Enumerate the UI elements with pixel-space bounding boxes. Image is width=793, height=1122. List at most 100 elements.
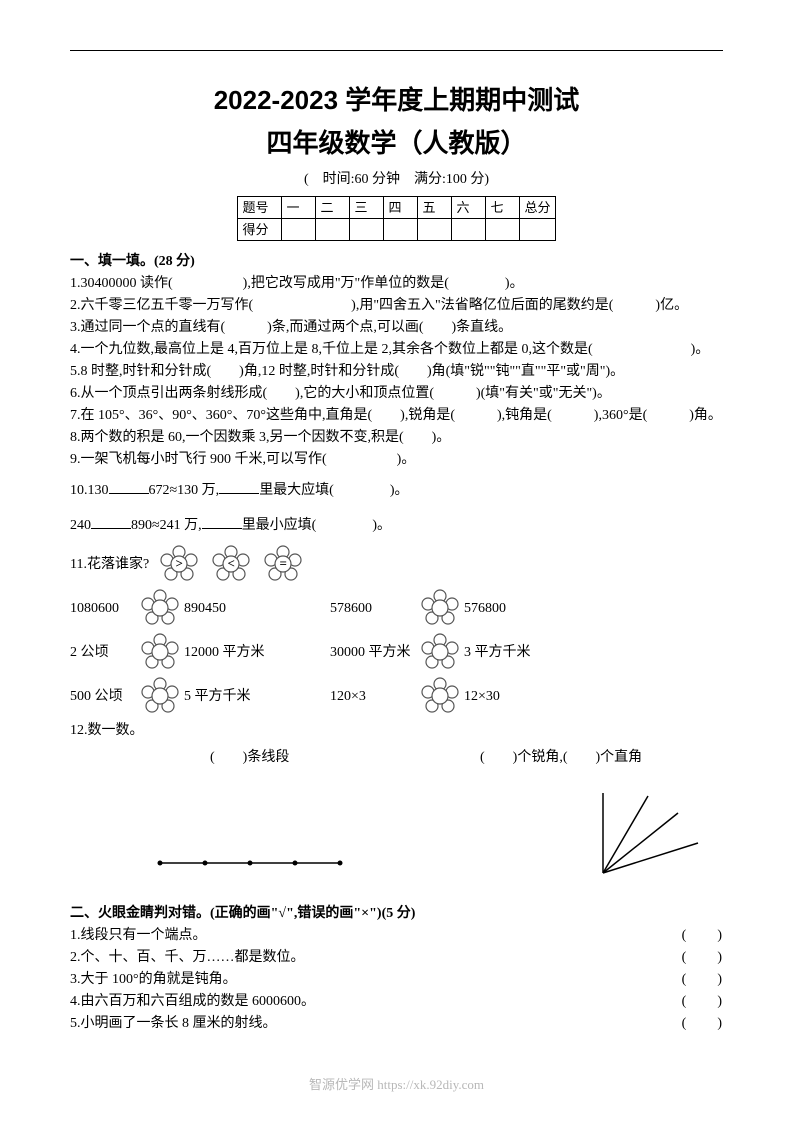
score-blank bbox=[520, 219, 555, 241]
q10c: 里最大应填( )。 bbox=[259, 483, 408, 498]
q11-right: 12000 平方米 bbox=[180, 642, 300, 663]
q11-left: 2 公顷 bbox=[70, 642, 140, 663]
title-line2: 四年级数学（人教版） bbox=[70, 124, 723, 163]
q10-line2: 240 890≈241 万, 里最小应填( )。 bbox=[70, 515, 723, 536]
q11-header: 11.花落谁家? > < = bbox=[70, 544, 723, 584]
score-blank bbox=[316, 219, 350, 241]
q11-right2: 12×30 bbox=[460, 686, 500, 707]
score-col-6: 六 bbox=[452, 197, 486, 219]
flower-icon: = bbox=[263, 544, 303, 584]
q11-right: 5 平方千米 bbox=[180, 686, 300, 707]
section1-heading: 一、填一填。(28 分) bbox=[70, 251, 723, 272]
q11-left2: 120×3 bbox=[330, 686, 420, 707]
q8: 8.两个数的积是 60,一个因数乘 3,另一个因数不变,积是( )。 bbox=[70, 427, 723, 448]
flower-icon bbox=[420, 588, 460, 628]
blank bbox=[109, 480, 149, 494]
flower-icon: > bbox=[159, 544, 199, 584]
flower-eq: = bbox=[279, 553, 286, 573]
q12-right-label: ( )个锐角,( )个直角 bbox=[480, 747, 642, 768]
tf-text: 3.大于 100°的角就是钝角。 bbox=[70, 969, 237, 990]
q11-label: 11.花落谁家? bbox=[70, 554, 149, 575]
blank bbox=[219, 480, 259, 494]
line-segment-figure bbox=[150, 848, 350, 885]
q7: 7.在 105°、36°、90°、360°、70°这些角中,直角是( ),锐角是… bbox=[70, 405, 723, 426]
score-blank bbox=[350, 219, 384, 241]
q11-left: 500 公顷 bbox=[70, 686, 140, 707]
blank bbox=[91, 515, 131, 529]
q9: 9.一架飞机每小时飞行 900 千米,可以写作( )。 bbox=[70, 449, 723, 470]
flower-icon bbox=[140, 588, 180, 628]
q12-label: 12.数一数。 bbox=[70, 720, 723, 741]
score-blank bbox=[282, 219, 316, 241]
subtitle: ( 时间:60 分钟 满分:100 分) bbox=[70, 169, 723, 190]
section2-heading: 二、火眼金睛判对错。(正确的画"√",错误的画"×")(5 分) bbox=[70, 903, 723, 924]
q11-left: 1080600 bbox=[70, 598, 140, 619]
score-table-score-row: 得分 bbox=[238, 219, 555, 241]
q10f: 里最小应填( )。 bbox=[242, 518, 391, 533]
flower-icon bbox=[140, 632, 180, 672]
score-row-label: 得分 bbox=[238, 219, 282, 241]
tf-paren: ( ) bbox=[682, 925, 723, 946]
q6: 6.从一个顶点引出两条射线形成( ),它的大小和顶点位置( )(填"有关"或"无… bbox=[70, 383, 723, 404]
score-blank bbox=[384, 219, 418, 241]
tf-text: 2.个、十、百、千、万……都是数位。 bbox=[70, 947, 305, 968]
score-col-0: 题号 bbox=[238, 197, 282, 219]
score-col-7: 七 bbox=[486, 197, 520, 219]
score-col-3: 三 bbox=[350, 197, 384, 219]
tf-paren: ( ) bbox=[682, 1013, 723, 1034]
angle-fan-figure bbox=[593, 788, 703, 885]
q4: 4.一个九位数,最高位上是 4,百万位上是 8,千位上是 2,其余各个数位上都是… bbox=[70, 339, 723, 360]
q11-row: 500 公顷 5 平方千米 120×3 12×30 bbox=[70, 676, 723, 716]
top-rule bbox=[70, 50, 723, 51]
tf-paren: ( ) bbox=[682, 947, 723, 968]
q11-right2: 576800 bbox=[460, 598, 506, 619]
footer: 智源优学网 https://xk.92diy.com bbox=[0, 1075, 793, 1095]
q10b: 672≈130 万, bbox=[149, 483, 220, 498]
q12-row: ( )条线段 ( )个锐角,( )个直角 bbox=[70, 747, 723, 768]
q10e: 890≈241 万, bbox=[131, 518, 202, 533]
tf-text: 1.线段只有一个端点。 bbox=[70, 925, 207, 946]
flower-icon bbox=[420, 632, 460, 672]
q5: 5.8 时整,时针和分针成( )角,12 时整,时针和分针成( )角(填"锐""… bbox=[70, 361, 723, 382]
tf-row: 1.线段只有一个端点。 ( ) bbox=[70, 925, 723, 946]
tf-row: 4.由六百万和六百组成的数是 6000600。 ( ) bbox=[70, 991, 723, 1012]
tf-paren: ( ) bbox=[682, 991, 723, 1012]
score-table: 题号 一 二 三 四 五 六 七 总分 得分 bbox=[237, 196, 555, 241]
tf-row: 2.个、十、百、千、万……都是数位。 ( ) bbox=[70, 947, 723, 968]
q3: 3.通过同一个点的直线有( )条,而通过两个点,可以画( )条直线。 bbox=[70, 317, 723, 338]
flower-icon: < bbox=[211, 544, 251, 584]
tf-paren: ( ) bbox=[682, 969, 723, 990]
flower-lt: < bbox=[227, 553, 234, 573]
q11-left2: 578600 bbox=[330, 598, 420, 619]
score-table-header-row: 题号 一 二 三 四 五 六 七 总分 bbox=[238, 197, 555, 219]
tf-row: 3.大于 100°的角就是钝角。 ( ) bbox=[70, 969, 723, 990]
q11-right: 890450 bbox=[180, 598, 300, 619]
q12-figs bbox=[70, 788, 723, 885]
q11-rows: 1080600 890450 578600 576800 2 公顷 12000 平方米 30… bbox=[70, 588, 723, 716]
score-col-8: 总分 bbox=[520, 197, 555, 219]
title-line1: 2022-2023 学年度上期期中测试 bbox=[70, 81, 723, 120]
tf-text: 4.由六百万和六百组成的数是 6000600。 bbox=[70, 991, 315, 1012]
flower-gt: > bbox=[175, 553, 182, 573]
flower-icon bbox=[140, 676, 180, 716]
q10-line1: 10.130 672≈130 万, 里最大应填( )。 bbox=[70, 480, 723, 501]
q11-row: 1080600 890450 578600 576800 bbox=[70, 588, 723, 628]
q1: 1.30400000 读作( ),把它改写成用"万"作单位的数是( )。 bbox=[70, 273, 723, 294]
blank bbox=[202, 515, 242, 529]
score-blank bbox=[452, 219, 486, 241]
score-blank bbox=[486, 219, 520, 241]
score-col-5: 五 bbox=[418, 197, 452, 219]
q12-left-label: ( )条线段 bbox=[210, 747, 420, 768]
q11-right2: 3 平方千米 bbox=[460, 642, 531, 663]
q2: 2.六千零三亿五千零一万写作( ),用"四舍五入"法省略亿位后面的尾数约是( )… bbox=[70, 295, 723, 316]
tf-row: 5.小明画了一条长 8 厘米的射线。( ) bbox=[70, 1013, 723, 1034]
score-col-1: 一 bbox=[282, 197, 316, 219]
q10a: 10.130 bbox=[70, 483, 109, 498]
flower-icon bbox=[420, 676, 460, 716]
q11-left2: 30000 平方米 bbox=[330, 642, 420, 663]
q11-row: 2 公顷 12000 平方米 30000 平方米 3 平方千米 bbox=[70, 632, 723, 672]
q10d: 240 bbox=[70, 518, 91, 533]
score-col-4: 四 bbox=[384, 197, 418, 219]
tf-items: 1.线段只有一个端点。( )2.个、十、百、千、万……都是数位。( )3.大于 … bbox=[70, 925, 723, 1034]
score-blank bbox=[418, 219, 452, 241]
